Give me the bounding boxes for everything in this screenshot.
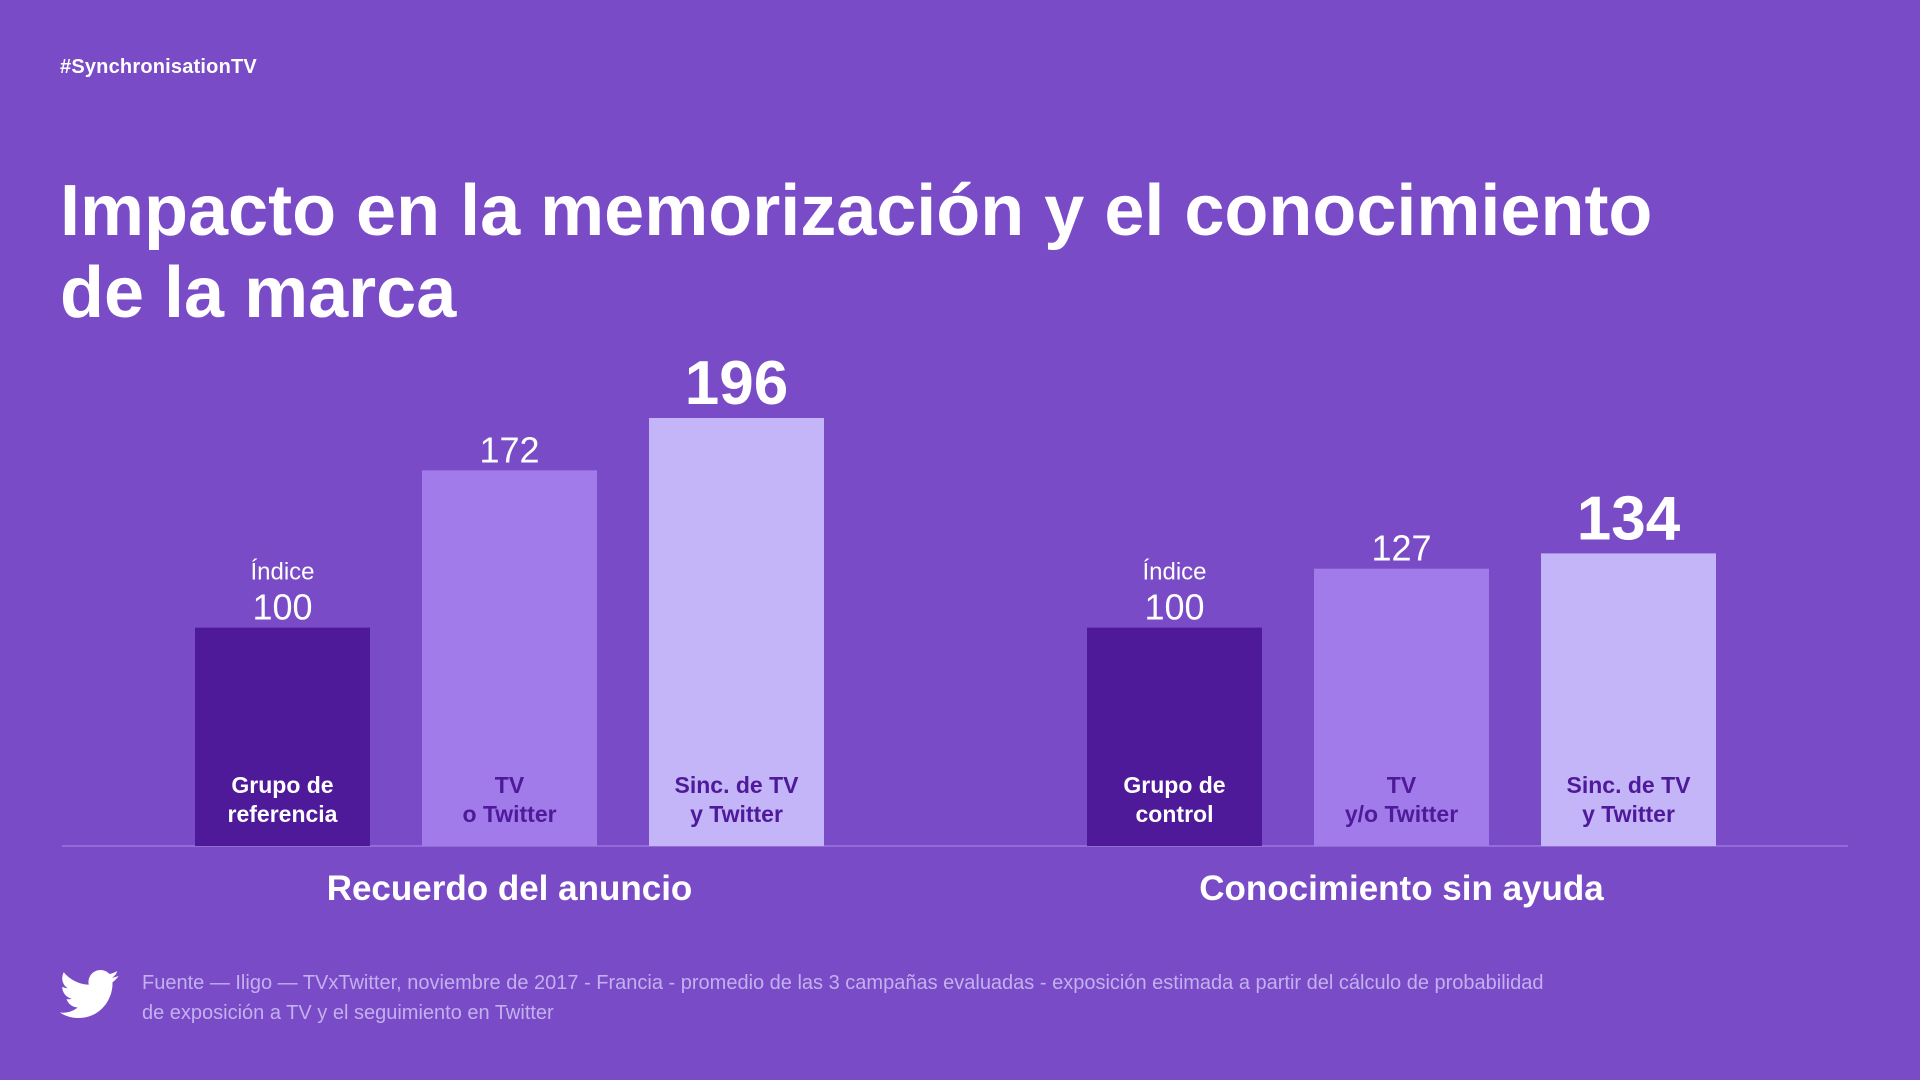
- bar-category-label: y Twitter: [1582, 801, 1675, 827]
- group-label: Conocimiento sin ayuda: [1199, 869, 1604, 908]
- title-line-2: de la marca: [60, 253, 457, 333]
- source-note: Fuente — Iligo — TVxTwitter, noviembre d…: [142, 968, 1702, 1028]
- bar-category-label: Sinc. de TV: [1567, 772, 1692, 798]
- bar-category-label: Grupo de: [1123, 772, 1225, 798]
- bar-category-label: y Twitter: [690, 801, 783, 827]
- source-line-2: de exposición a TV y el seguimiento en T…: [142, 1002, 554, 1024]
- bar: [1087, 627, 1262, 846]
- bar: [195, 627, 370, 846]
- bar: [649, 418, 824, 846]
- bar-value-label: 100: [252, 587, 312, 628]
- bar-value-label: 100: [1144, 587, 1204, 628]
- bar-category-label: Sinc. de TV: [675, 772, 800, 798]
- bar-value-label: 172: [479, 429, 539, 470]
- bar-category-label: control: [1136, 801, 1214, 827]
- bar-category-label: o Twitter: [462, 801, 556, 827]
- bar-category-label: TV: [1387, 772, 1417, 798]
- bar-value-label: 127: [1371, 528, 1431, 569]
- bar: [422, 470, 597, 846]
- source-line-1: Fuente — Iligo — TVxTwitter, noviembre d…: [142, 972, 1544, 994]
- page-title: Impacto en la memorización y el conocimi…: [60, 170, 1820, 334]
- bar: [1541, 553, 1716, 846]
- group-label: Recuerdo del anuncio: [327, 869, 693, 908]
- bar-category-label: TV: [495, 772, 525, 798]
- bar: [1314, 568, 1489, 846]
- bar-category-label: Grupo de: [231, 772, 333, 798]
- bar-value-prefix: Índice: [250, 559, 314, 586]
- bar-category-label: y/o Twitter: [1345, 801, 1458, 827]
- bar-value-label: 134: [1577, 484, 1681, 553]
- bar-value-label: 196: [685, 349, 788, 418]
- twitter-bird-icon: [60, 970, 119, 1018]
- footer: Fuente — Iligo — TVxTwitter, noviembre d…: [60, 968, 1702, 1028]
- hashtag: #SynchronisationTV: [60, 56, 257, 78]
- bar-category-label: referencia: [228, 801, 338, 827]
- bar-value-prefix: Índice: [1142, 559, 1206, 586]
- title-line-1: Impacto en la memorización y el conocimi…: [60, 171, 1653, 251]
